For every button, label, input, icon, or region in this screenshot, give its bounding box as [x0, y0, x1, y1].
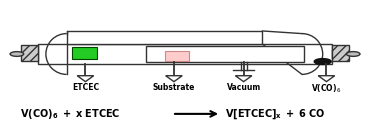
- Bar: [67, 31, 262, 44]
- Bar: [72, 47, 97, 59]
- Text: $\mathbf{V[ETCEC]_x\ +\ 6\ CO}$: $\mathbf{V[ETCEC]_x\ +\ 6\ CO}$: [225, 107, 325, 121]
- Bar: [146, 46, 304, 62]
- Circle shape: [314, 59, 331, 65]
- Text: V(CO)$_6$: V(CO)$_6$: [311, 83, 342, 95]
- Polygon shape: [77, 76, 94, 82]
- Polygon shape: [318, 76, 335, 82]
- Circle shape: [10, 52, 24, 56]
- Bar: [164, 51, 189, 61]
- Text: ETCEC: ETCEC: [72, 83, 99, 92]
- Text: $\mathbf{V(CO)_6\ +\ x\ ETCEC}$: $\mathbf{V(CO)_6\ +\ x\ ETCEC}$: [20, 107, 120, 121]
- Circle shape: [346, 52, 360, 56]
- Bar: [332, 45, 349, 61]
- Text: Vacuum: Vacuum: [226, 83, 261, 92]
- Bar: [22, 45, 38, 61]
- Bar: [332, 50, 343, 58]
- Bar: [38, 44, 332, 64]
- Polygon shape: [235, 76, 252, 82]
- Text: Substrate: Substrate: [153, 83, 195, 92]
- Polygon shape: [166, 76, 182, 82]
